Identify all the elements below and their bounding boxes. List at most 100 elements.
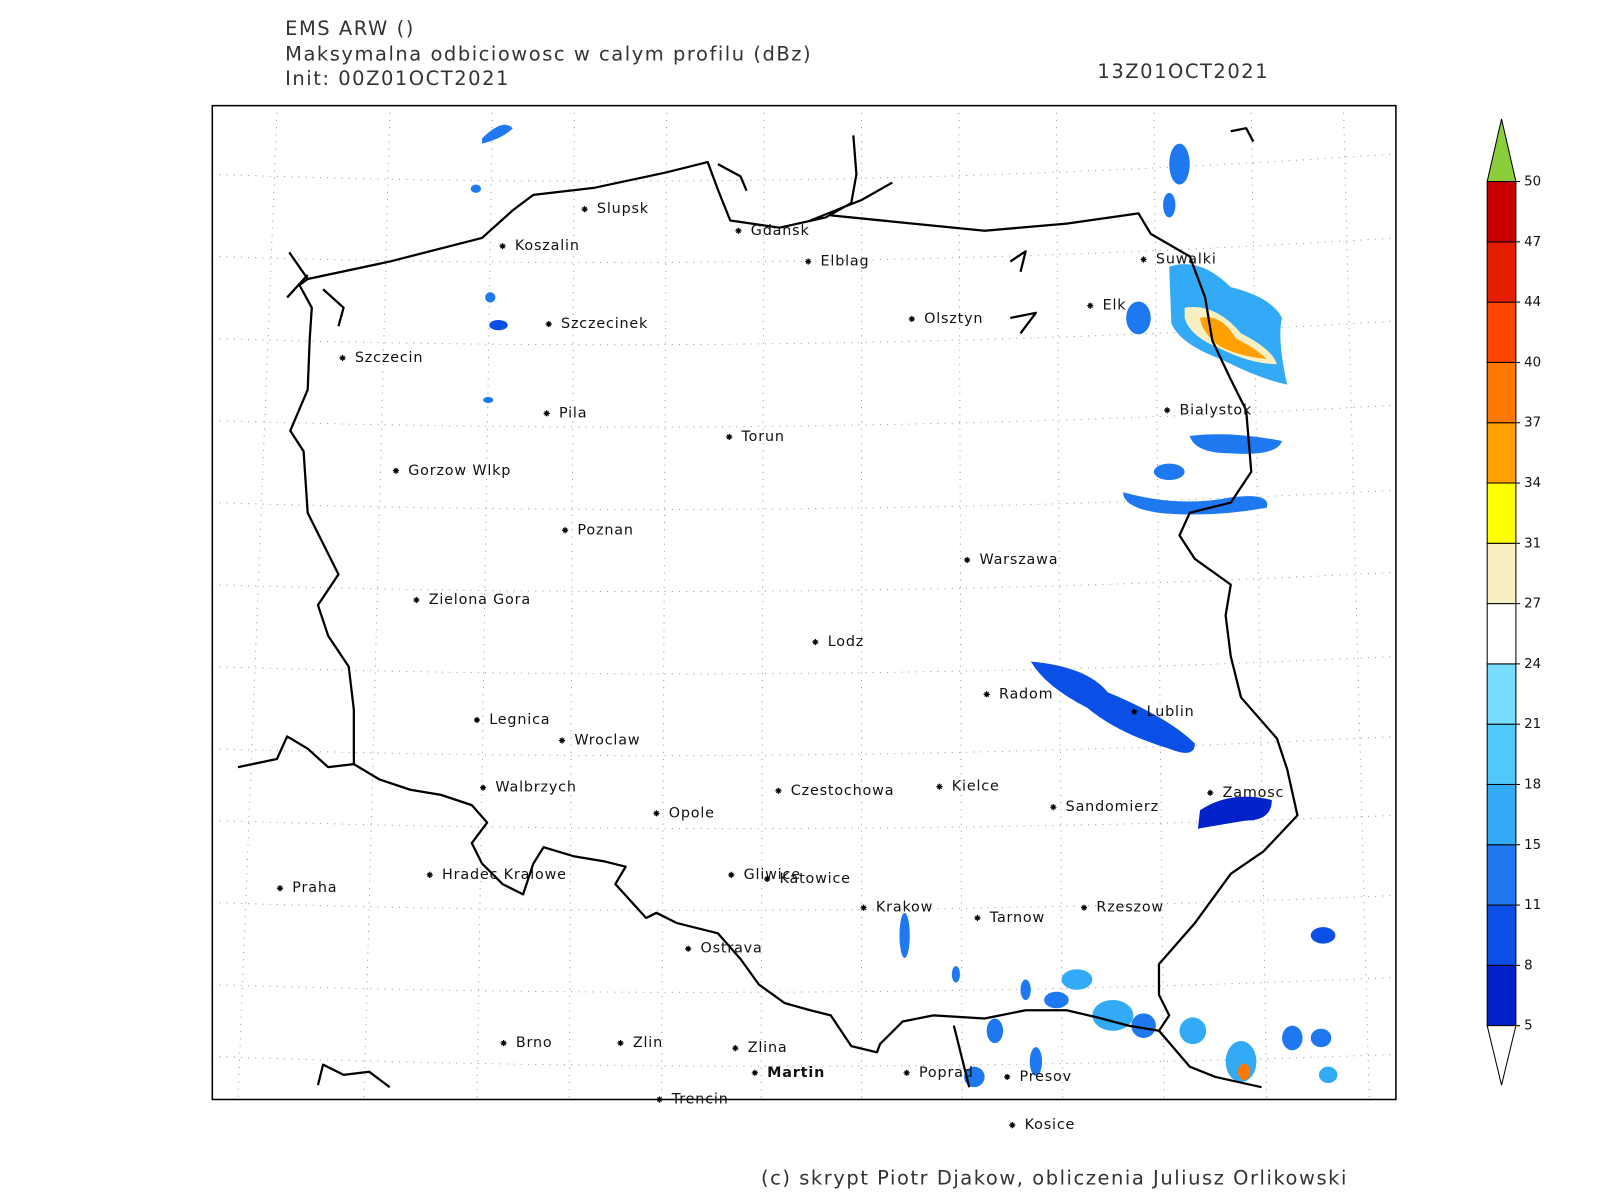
colorbar-tick-label: 47 (1524, 235, 1541, 250)
model-title: EMS ARW () (285, 17, 415, 40)
city-label: Suwalki (1156, 251, 1217, 267)
city-label: Torun (741, 429, 785, 445)
city-marker (1081, 904, 1088, 911)
city-marker (735, 227, 742, 234)
colorbar-tick-label: 40 (1524, 355, 1541, 370)
city-marker (1087, 302, 1094, 309)
colorbar-bin (1486, 783, 1517, 846)
city-label: Kosice (1025, 1117, 1076, 1133)
colorbar-under (1486, 1025, 1517, 1086)
city-label: Elblag (821, 254, 870, 270)
city-label: Kielce (952, 779, 1000, 795)
colorbar: 5 8 11 15 18 21 24 27 31 34 37 40 44 47 50 (1486, 118, 1541, 1086)
city-marker (974, 914, 981, 922)
city-marker (562, 527, 569, 534)
city-marker (1140, 256, 1147, 263)
city-marker (413, 596, 420, 604)
city-marker (558, 737, 566, 744)
city-label: Martin (767, 1065, 825, 1081)
colorbar-tick-label: 37 (1524, 416, 1541, 431)
city-marker (812, 638, 819, 646)
colorbar-tick-label: 8 (1524, 958, 1532, 973)
valid-time: 13Z01OCT2021 (1097, 60, 1269, 83)
colorbar-tick-label: 11 (1524, 898, 1541, 913)
colorbar-bin (1486, 964, 1517, 1027)
colorbar-bin (1486, 301, 1517, 363)
city-marker (543, 410, 550, 417)
city-label: Legnica (489, 712, 550, 728)
colorbar-tick-label: 31 (1524, 536, 1541, 551)
colorbar-tick-label: 15 (1524, 838, 1541, 853)
city-marker (500, 1040, 507, 1047)
colorbar-tick-label: 34 (1524, 476, 1541, 491)
city-marker (1050, 804, 1057, 811)
city-marker (653, 810, 660, 817)
city-label: Katowice (779, 871, 850, 887)
map-frame (211, 104, 1397, 1101)
city-label: Wroclaw (574, 733, 640, 749)
colorbar-bin (1486, 723, 1517, 785)
city-marker (426, 871, 433, 878)
city-layer: Slupsk Koszalin Gdansk Elblag Suwalki Elk Olsz… (276, 201, 1283, 1133)
colorbar-tick-label: 50 (1524, 175, 1541, 190)
city-label: Rzeszow (1096, 900, 1164, 916)
city-label: Lodz (828, 634, 864, 650)
city-marker (1009, 1122, 1016, 1129)
city-label: Szczecin (355, 350, 423, 366)
city-label: Zlina (748, 1040, 788, 1056)
colorbar-bin (1486, 663, 1517, 725)
colorbar-bin (1486, 603, 1517, 665)
city-label: Presov (1019, 1069, 1071, 1085)
city-marker (732, 1045, 739, 1052)
city-label: Szczecinek (561, 316, 648, 332)
colorbar-bin (1486, 844, 1517, 906)
city-marker (617, 1040, 624, 1047)
colorbar-tick-label: 24 (1524, 657, 1541, 672)
city-label: Gdansk (751, 223, 810, 239)
colorbar-bin (1486, 542, 1517, 605)
city-marker (339, 354, 346, 362)
colorbar-bin (1486, 422, 1517, 484)
city-label: Praha (292, 880, 337, 896)
city-marker (685, 945, 692, 952)
city-label: Lublin (1147, 704, 1195, 720)
city-label: Radom (999, 686, 1053, 702)
city-label: Gliwice (744, 867, 801, 883)
city-marker (775, 787, 782, 794)
footer: (c) skrypt Piotr Djakow, obliczenia Juli… (761, 1167, 1348, 1190)
init-time: Init: 00Z01OCT2021 (285, 67, 510, 90)
city-marker (1131, 708, 1138, 715)
city-label: Brno (516, 1035, 553, 1051)
colorbar-bin (1486, 181, 1517, 243)
city-label: Zielona Gora (429, 592, 531, 608)
field-title: Maksymalna odbiciowosc w calym profilu (… (285, 43, 812, 66)
city-marker (581, 206, 588, 213)
city-label: Ostrava (701, 941, 763, 957)
city-label: Hradec Kralowe (442, 867, 567, 883)
city-marker (764, 875, 771, 883)
city-marker (479, 784, 487, 791)
city-label: Pila (559, 405, 587, 421)
city-label: Sandomierz (1066, 799, 1159, 815)
city-label: Bialystok (1179, 402, 1252, 418)
city-marker (964, 556, 971, 564)
city-label: Olsztyn (924, 311, 983, 327)
city-marker (936, 783, 943, 790)
city-label: Walbrzych (495, 780, 576, 796)
city-marker (903, 1069, 910, 1076)
city-marker (499, 243, 506, 250)
city-marker (726, 433, 733, 440)
city-marker (728, 871, 735, 878)
city-label: Slupsk (597, 201, 649, 217)
colorbar-tick-label: 44 (1524, 295, 1541, 310)
city-label: Poznan (577, 522, 633, 538)
city-marker (860, 904, 867, 911)
colorbar-bin (1486, 482, 1517, 544)
city-marker (751, 1069, 758, 1076)
city-label: Czestochowa (791, 783, 895, 799)
city-label: Tarnow (989, 910, 1045, 926)
colorbar-bin (1486, 904, 1517, 966)
city-marker (1207, 789, 1214, 796)
city-label: Zlin (633, 1035, 663, 1051)
